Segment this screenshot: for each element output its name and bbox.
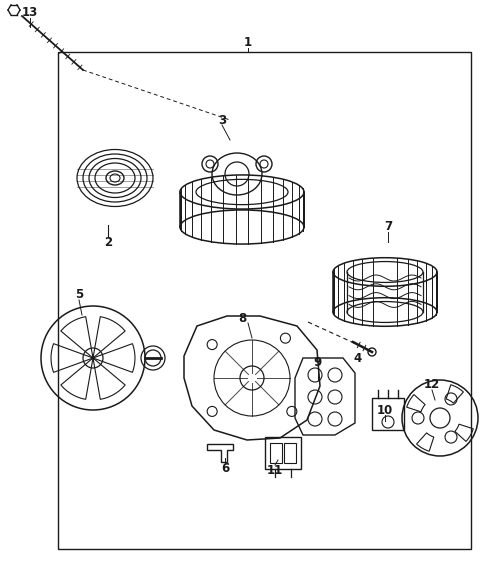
Text: 11: 11 (267, 464, 283, 477)
Bar (58, 52, 471, 549)
Text: 7: 7 (384, 221, 392, 234)
Bar (284, 443, 296, 463)
Text: 13: 13 (22, 6, 38, 19)
Bar (265, 437, 301, 469)
Text: 6: 6 (221, 461, 229, 474)
Text: 9: 9 (314, 357, 322, 370)
Text: 8: 8 (238, 311, 246, 324)
Text: 10: 10 (377, 404, 393, 417)
Text: 2: 2 (104, 235, 112, 248)
Text: 4: 4 (354, 351, 362, 365)
Text: 12: 12 (424, 379, 440, 392)
Bar (270, 443, 282, 463)
Bar (372, 398, 404, 430)
Text: 5: 5 (75, 289, 83, 302)
Text: 3: 3 (218, 114, 226, 126)
Text: 1: 1 (244, 36, 252, 49)
